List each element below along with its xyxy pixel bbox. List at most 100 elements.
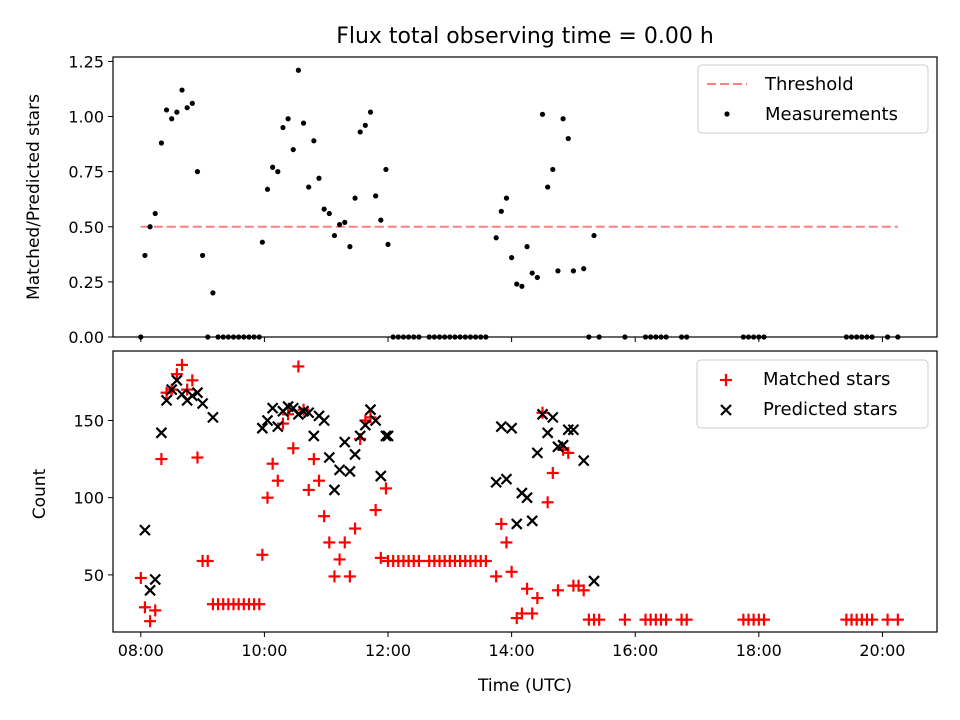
- predicted-star-point: [338, 436, 351, 448]
- measurement-point: [275, 169, 281, 175]
- measurement-point: [524, 244, 530, 250]
- top-legend: Threshold Measurements: [697, 64, 929, 134]
- predicted-star-point: [567, 423, 580, 436]
- predicted-star-point: [495, 420, 508, 433]
- matched-star-point: [292, 360, 305, 373]
- matched-star-point: [521, 582, 534, 595]
- matched-star-point: [149, 604, 162, 617]
- measurement-point: [179, 87, 185, 93]
- matched-star-point: [155, 453, 168, 466]
- legend-measurements-swatch: [724, 111, 730, 117]
- measurement-point: [264, 186, 271, 192]
- measurement-point: [152, 210, 158, 217]
- matched-star-point: [323, 536, 336, 549]
- measurement-point: [210, 290, 216, 296]
- predicted-star-point: [526, 515, 538, 527]
- measurement-point: [581, 266, 587, 272]
- predicted-star-point: [369, 414, 382, 427]
- measurement-point: [147, 224, 153, 230]
- matched-star-point: [680, 613, 693, 626]
- matched-star-point: [374, 551, 387, 564]
- ytick-label: 1.00: [68, 108, 104, 127]
- measurement-point: [184, 105, 190, 111]
- predicted-star-point: [171, 374, 183, 387]
- matched-star-point: [138, 601, 151, 614]
- matched-star-point: [276, 417, 289, 430]
- measurement-point: [280, 124, 286, 131]
- measurement-point: [503, 195, 510, 201]
- matched-star-point: [618, 613, 631, 626]
- top-ylabel: Matched/Predicted stars: [24, 94, 44, 300]
- ytick-label: 150: [73, 411, 104, 430]
- matched-star-point: [881, 613, 894, 626]
- matched-star-point: [515, 607, 528, 620]
- matched-star-point: [505, 565, 518, 578]
- matched-star-point: [593, 613, 606, 626]
- xtick-label: 10:00: [241, 641, 287, 660]
- measurement-point: [331, 232, 338, 239]
- predicted-star-point: [557, 439, 569, 451]
- measurement-point: [385, 241, 391, 248]
- measurement-point: [285, 116, 291, 122]
- ytick-label: 0.75: [68, 163, 104, 182]
- ytick-label: 0.00: [68, 328, 104, 347]
- measurement-point: [519, 283, 525, 289]
- predicted-star-point: [349, 448, 361, 461]
- measurement-point: [539, 111, 546, 117]
- matched-star-point: [526, 607, 539, 620]
- measurement-point: [295, 67, 301, 73]
- predicted-star-point: [186, 389, 199, 402]
- matched-star-point: [328, 570, 341, 583]
- matched-star-point: [343, 570, 356, 583]
- matched-star-point: [144, 615, 157, 628]
- predicted-star-point: [500, 473, 513, 485]
- xtick-label: 08:00: [118, 641, 164, 660]
- matched-star-point: [266, 457, 279, 470]
- measurement-point: [362, 122, 368, 128]
- measurement-point: [509, 255, 515, 261]
- predicted-star-point: [196, 397, 209, 410]
- predicted-star-point: [256, 422, 269, 434]
- bottom-tick-marks: 50 100 150 08:00 10:00 12:00 14:00 16:00 18:00 20…: [73, 411, 905, 660]
- measurement-point: [270, 164, 276, 170]
- predicted-star-point: [364, 403, 377, 416]
- predicted-star-point: [490, 476, 502, 489]
- matched-star-point: [500, 536, 513, 549]
- measurement-point: [174, 109, 180, 115]
- measurement-point: [514, 281, 520, 287]
- measurement-point: [311, 138, 317, 144]
- predicted-star-point: [382, 430, 394, 442]
- predicted-star-point: [521, 491, 533, 504]
- matched-star-point: [757, 613, 770, 626]
- measurement-point: [142, 252, 148, 259]
- matched-star-point: [253, 598, 266, 611]
- matched-star-point: [318, 510, 331, 523]
- measurement-point: [352, 195, 358, 201]
- predicted-star-point: [292, 408, 305, 421]
- predicted-star-point: [328, 484, 341, 496]
- predicted-star-point: [318, 414, 330, 427]
- matched-star-point: [531, 592, 544, 605]
- xtick-label: 14:00: [489, 641, 535, 660]
- matched-star-point: [256, 548, 269, 561]
- predicted-star-point: [155, 427, 168, 439]
- legend-measurements-label: Measurements: [765, 104, 898, 125]
- predicted-star-point: [149, 573, 162, 586]
- matched-star-point: [546, 466, 559, 479]
- measurement-point: [555, 268, 561, 274]
- top-plot-frame: [112, 56, 938, 338]
- matched-star-point: [191, 451, 204, 464]
- measurement-point: [550, 166, 556, 173]
- measurement-point: [383, 166, 389, 173]
- predicted-star-point: [531, 447, 544, 459]
- predicted-star-point: [536, 408, 549, 421]
- predicted-star-point: [261, 414, 274, 427]
- measurement-point: [337, 221, 343, 228]
- top-tick-marks: 0.00 0.25 0.50 0.75 1.00 1.25: [68, 52, 883, 347]
- predicted-star-point: [359, 419, 372, 431]
- matched-star-point: [495, 517, 508, 530]
- xtick-label: 12:00: [365, 641, 411, 660]
- xtick-label: 16:00: [612, 641, 658, 660]
- bottom-legend-box: [696, 359, 929, 429]
- ytick-label: 50: [84, 566, 104, 585]
